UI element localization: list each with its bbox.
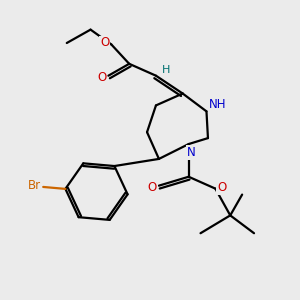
Text: Br: Br <box>28 179 41 192</box>
Text: NH: NH <box>209 98 226 111</box>
Text: N: N <box>187 146 195 159</box>
Text: H: H <box>162 65 170 75</box>
Text: O: O <box>148 181 157 194</box>
Text: O: O <box>100 37 110 50</box>
Text: O: O <box>97 71 106 84</box>
Text: O: O <box>217 181 226 194</box>
